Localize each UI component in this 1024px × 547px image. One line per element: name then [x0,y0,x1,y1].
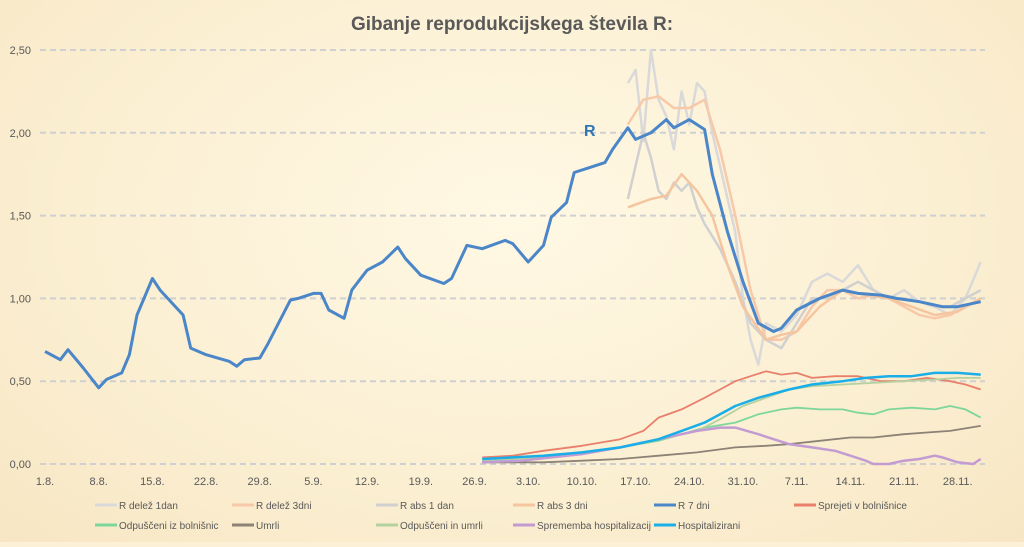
legend-label: R abs 3 dni [537,501,588,512]
x-tick-label: 29.8. [248,476,272,488]
x-tick-label: 5.9. [304,476,322,488]
legend-label: Sprememba hospitalizacij [537,521,651,532]
series-line-5 [482,370,981,459]
x-tick-label: 8.8. [90,476,108,488]
legend-item[interactable]: Odpuščeni iz bolnišnic [95,521,219,532]
x-tick-label: 24.10. [674,476,705,488]
x-tick-label: 12.9. [355,476,379,488]
x-tick-label: 15.8. [140,476,164,488]
legend-item[interactable]: Umrli [232,521,279,532]
series-line-1 [626,95,982,342]
legend-item[interactable]: R abs 1 dan [376,501,454,512]
legend-item[interactable]: R 7 dni [654,501,710,512]
legend-label: R delež 3dni [256,501,312,512]
r-annotation: R [584,123,596,140]
legend-item[interactable]: R delež 1dan [95,501,178,512]
legend-label: R delež 1dan [119,501,178,512]
y-tick-label: 2,50 [10,45,31,57]
x-tick-label: 1.8. [36,476,54,488]
legend-item[interactable]: Sprejeti v bolnišnice [794,501,907,512]
y-tick-label: 1,00 [10,293,31,305]
x-tick-label: 21.11. [889,476,919,488]
x-tick-label: 22.8. [194,476,218,488]
legend-item[interactable]: R abs 3 dni [513,501,588,512]
y-tick-label: 1,50 [10,211,31,223]
y-tick-label: 2,00 [10,128,31,140]
legend-label: Sprejeti v bolnišnice [818,501,907,512]
x-tick-label: 31.10. [728,476,759,488]
x-tick-label: 19.9. [409,476,433,488]
chart-title: Gibanje reprodukcijskega števila R: [351,14,673,35]
x-tick-label: 3.10. [516,476,540,488]
series-line-7 [482,425,981,464]
series-line-4 [44,118,982,390]
legend-label: R 7 dni [678,501,710,512]
legend-item[interactable]: Sprememba hospitalizacij [513,521,651,532]
legend-label: Umrli [256,521,279,532]
x-tick-label: 7.11. [785,476,809,488]
x-tick-label: 28.11. [943,476,973,488]
legend-item[interactable]: R delež 3dni [232,501,312,512]
legend-label: R abs 1 dan [400,501,454,512]
legend-label: Odpuščeni in umrli [400,521,483,532]
series-line-10 [482,371,981,461]
y-tick-label: 0,00 [10,459,31,471]
series-line-9 [482,426,982,466]
y-tick-label: 0,50 [10,376,31,388]
legend-label: Hospitalizirani [678,521,740,532]
x-tick-label: 26.9. [462,476,486,488]
legend-item[interactable]: Hospitalizirani [654,521,740,532]
series-line-3 [627,172,982,342]
legend-label: Odpuščeni iz bolnišnic [119,521,219,532]
x-tick-label: 10.10. [567,476,598,488]
series-line-0 [626,48,982,366]
x-tick-label: 17.10. [620,476,651,488]
x-tick-label: 14.11. [835,476,865,488]
legend-item[interactable]: Odpuščeni in umrli [376,521,483,532]
